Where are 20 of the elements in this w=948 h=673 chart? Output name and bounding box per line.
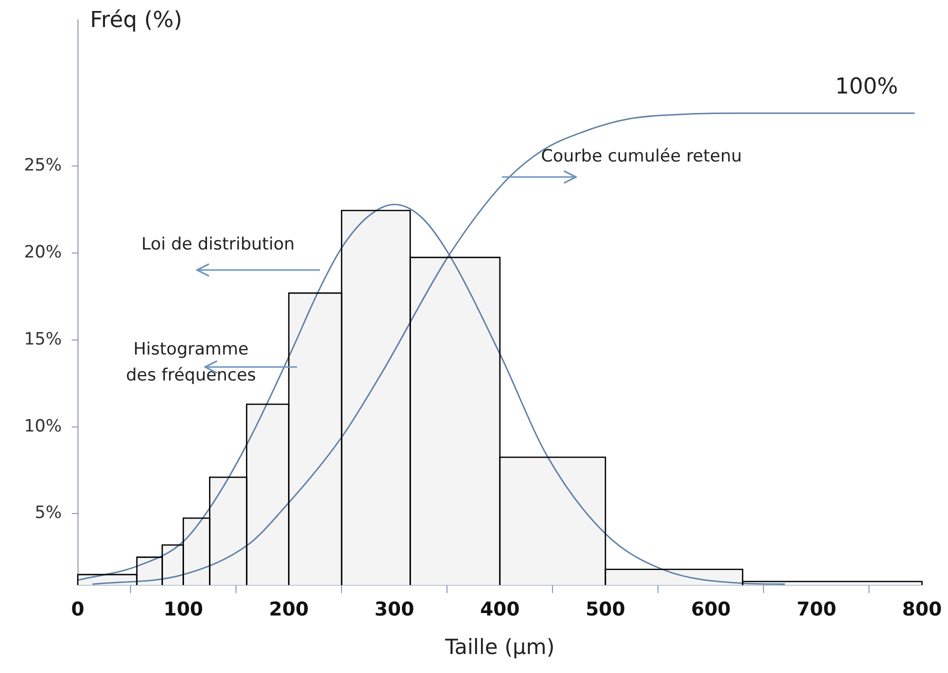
x-tick-label: 800 bbox=[902, 598, 942, 620]
annotation: 100% bbox=[835, 74, 898, 100]
y-tick-label: 25% bbox=[24, 156, 62, 176]
x-tick-label: 700 bbox=[796, 598, 836, 620]
y-axis-title: Fréq (%) bbox=[90, 8, 182, 33]
x-axis-title: Taille (μm) bbox=[444, 634, 555, 659]
x-tick-label: 200 bbox=[269, 598, 309, 620]
annotation: Courbe cumulée retenu bbox=[541, 146, 742, 166]
x-tick-label: 0 bbox=[71, 598, 84, 620]
x-tick-label: 100 bbox=[163, 598, 204, 620]
y-tick-label: 15% bbox=[24, 329, 62, 350]
x-tick-label: 600 bbox=[691, 598, 731, 620]
annotation: Histogramme des fréquences bbox=[126, 339, 256, 386]
x-tick-label: 500 bbox=[586, 598, 626, 620]
y-tick-label: 20% bbox=[24, 242, 62, 262]
y-tick-label: 10% bbox=[24, 416, 62, 436]
x-tick-label: 300 bbox=[374, 598, 414, 620]
annotation: Loi de distribution bbox=[141, 234, 295, 254]
x-tick-label: 400 bbox=[480, 598, 520, 620]
y-tick-label: 5% bbox=[34, 503, 62, 524]
